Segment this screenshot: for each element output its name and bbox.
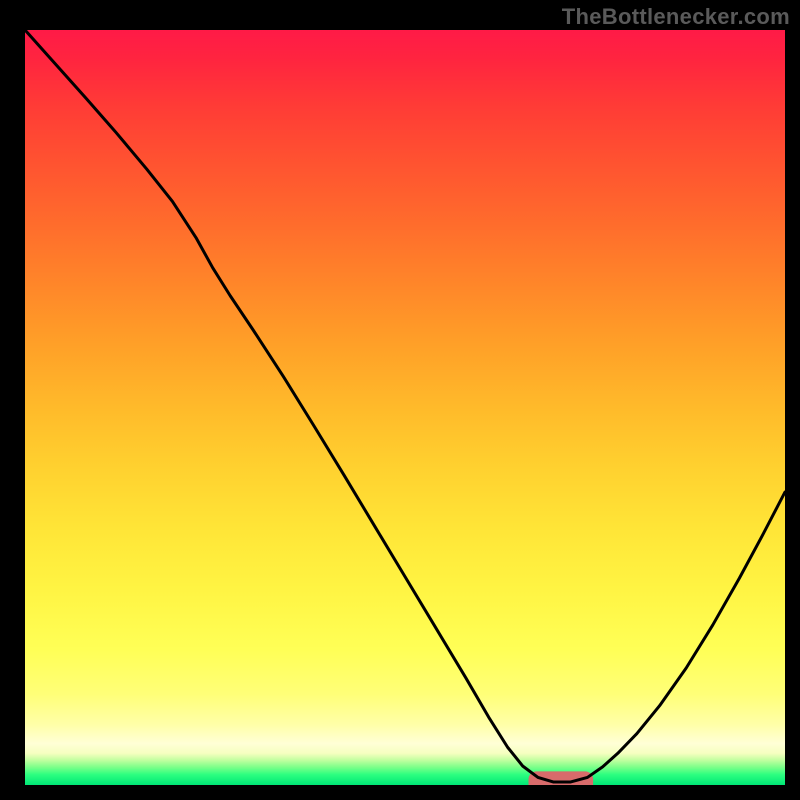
chart-plot-area <box>25 30 785 785</box>
watermark-text: TheBottlenecker.com <box>562 4 790 30</box>
chart-background <box>25 30 785 785</box>
chart-svg <box>25 30 785 785</box>
